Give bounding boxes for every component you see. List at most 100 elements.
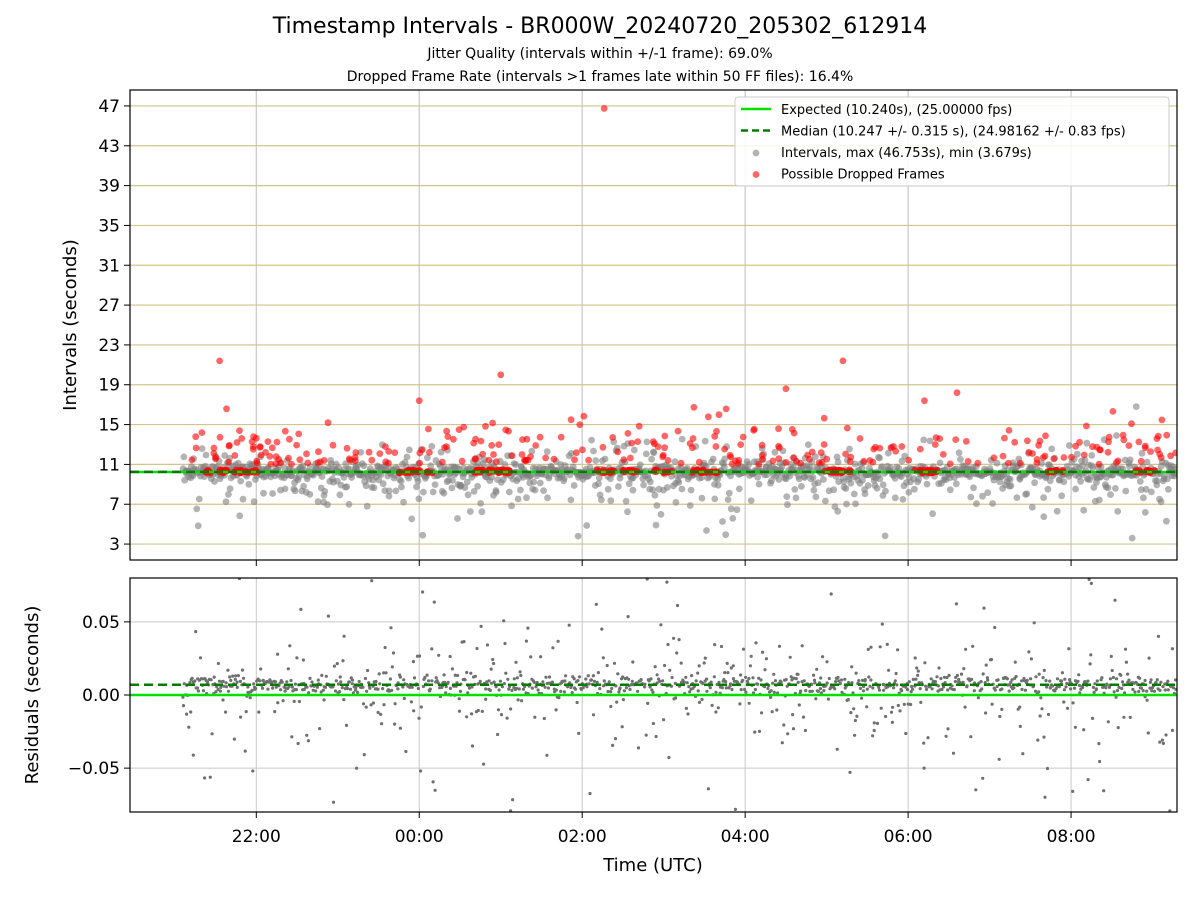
residual-point — [679, 661, 683, 665]
residual-point — [877, 688, 882, 692]
legend-dropped-swatch — [752, 171, 760, 178]
residual-point — [636, 689, 640, 693]
interval-point — [363, 502, 371, 510]
interval-point — [222, 498, 230, 506]
residual-point — [865, 687, 869, 691]
interval-point — [820, 476, 827, 483]
residual-point — [651, 690, 655, 694]
interval-point — [675, 479, 683, 486]
residual-point — [972, 689, 976, 693]
residual-point — [519, 673, 523, 678]
dropped-frame-point — [192, 433, 200, 441]
residual-point — [939, 676, 943, 681]
residual-point — [951, 751, 956, 755]
residual-point — [321, 688, 325, 692]
residual-point — [666, 642, 670, 647]
residual-point — [228, 675, 232, 679]
interval-point — [300, 482, 307, 490]
residual-point — [448, 654, 452, 659]
residual-point — [933, 680, 938, 684]
residual-point — [398, 675, 402, 679]
residual-point — [594, 602, 598, 606]
residual-point — [627, 677, 631, 681]
dropped-frame-point — [1109, 408, 1117, 415]
residual-point — [843, 677, 847, 681]
residual-point — [904, 731, 908, 736]
residual-point — [1110, 668, 1114, 673]
interval-point — [861, 490, 869, 498]
dropped-frame-point — [677, 459, 685, 467]
residual-point — [190, 676, 194, 680]
residual-point — [1164, 733, 1168, 737]
residual-point — [363, 676, 367, 681]
dropped-frame-point — [225, 458, 233, 466]
dropped-frame-point — [382, 443, 389, 450]
residual-point — [1053, 689, 1057, 693]
residual-point — [769, 689, 773, 693]
residual-point — [383, 645, 387, 650]
interval-point — [792, 494, 800, 502]
residual-point — [1045, 766, 1050, 771]
residual-point — [1062, 700, 1066, 704]
residual-point — [610, 686, 614, 691]
residual-point — [760, 711, 764, 715]
dropped-frame-point — [905, 456, 912, 464]
interval-point — [260, 489, 267, 497]
residual-point — [797, 703, 801, 707]
dropped-frame-point — [739, 433, 747, 441]
residual-point — [877, 685, 881, 690]
residual-point — [342, 698, 346, 702]
dropped-frame-point — [382, 458, 390, 466]
residual-point — [238, 679, 242, 684]
dropped-frame-point — [458, 457, 466, 465]
top-y-axis-label: Intervals (seconds) — [60, 239, 81, 411]
residual-point — [601, 656, 605, 660]
residual-point — [433, 788, 437, 792]
dropped-frame-point — [288, 460, 295, 468]
bottom-ytick-label-−0.05: −0.05 — [68, 759, 120, 779]
interval-point — [926, 437, 934, 445]
interval-point — [625, 480, 633, 488]
residual-point — [296, 741, 300, 746]
residual-point — [891, 705, 895, 709]
bottom-panel-frame — [129, 577, 1178, 813]
residual-point — [195, 686, 199, 690]
xtick-label-04:00: 04:00 — [721, 827, 770, 847]
interval-point — [1114, 508, 1122, 515]
residual-point — [462, 640, 466, 644]
interval-point — [967, 493, 975, 501]
interval-point — [754, 473, 762, 481]
residual-point — [919, 700, 923, 705]
residual-point — [205, 680, 210, 684]
residual-point — [347, 680, 351, 684]
residual-point — [231, 674, 235, 678]
legend-median-label: Median (10.247 +/- 0.315 s), (24.98162 +… — [781, 125, 1126, 140]
residual-point — [1086, 679, 1090, 683]
residual-point — [396, 687, 400, 691]
residual-point — [457, 709, 462, 713]
residual-point — [547, 675, 552, 679]
residual-point — [997, 757, 1001, 761]
residual-point — [273, 680, 278, 684]
residual-point — [1116, 726, 1120, 730]
residual-point — [892, 686, 896, 690]
residual-point — [1143, 678, 1147, 683]
residual-point — [367, 681, 371, 685]
interval-point — [672, 499, 680, 506]
residual-point — [410, 685, 414, 689]
residual-point — [1122, 691, 1127, 695]
residual-point — [496, 732, 500, 737]
interval-point — [846, 445, 853, 453]
residual-point — [1159, 680, 1163, 684]
residual-point — [868, 684, 872, 688]
residual-point — [668, 668, 672, 672]
residual-point — [700, 697, 704, 702]
residual-point — [898, 709, 902, 713]
residual-point — [450, 667, 454, 671]
dropped-frame-point — [304, 459, 312, 467]
dropped-frame-point — [737, 441, 745, 448]
dropped-frame-point — [661, 432, 669, 440]
top-ytick-label-31: 31 — [98, 256, 120, 276]
dropped-frame-point — [345, 455, 353, 463]
